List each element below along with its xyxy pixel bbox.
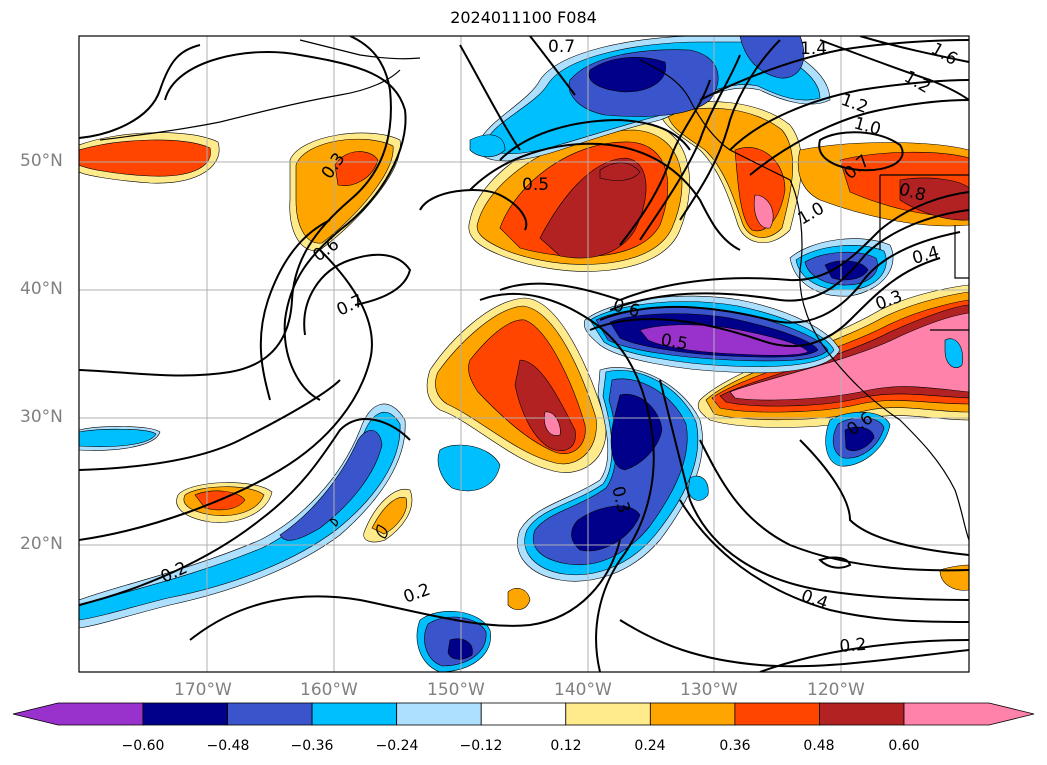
colorbar-label: −0.48 [206,738,250,754]
lat-label-50n: 50°N [20,151,63,171]
colorbar-segment [227,702,313,726]
colorbar-segment [649,702,736,726]
lon-label-170w: 170°W [174,680,232,700]
colorbar-segment [142,702,228,726]
colorbar [12,702,1035,726]
lat-label-30n: 30°N [20,407,63,427]
colorbar-right-extension [903,702,1035,726]
contour-label: 0.5 [522,175,549,195]
colorbar-label: 0.24 [634,738,666,754]
filled-contours [79,36,969,672]
lat-label-40n: 40°N [20,279,63,299]
contour-label: 0.2 [839,635,868,657]
colorbar-left-extension [12,702,144,726]
lat-label-20n: 20°N [20,534,63,554]
contour-label: 0.5 [659,330,689,354]
colorbar-segment [734,702,820,726]
lon-label-150w: 150°W [427,680,485,700]
lon-label-130w: 130°W [680,680,738,700]
contour-lines [79,36,969,672]
colorbar-label: 0.36 [719,738,751,754]
colorbar-label: −0.12 [459,738,503,754]
plot-frame [78,35,970,673]
colorbar-segment [396,702,482,726]
colorbar-label: 0.12 [550,738,582,754]
colorbar-label: −0.60 [121,738,165,754]
contour-label: 0.7 [548,37,575,57]
lon-label-140w: 140°W [554,680,612,700]
lon-label-160w: 160°W [300,680,358,700]
lon-label-120w: 120°W [807,680,865,700]
colorbar-segment [819,702,905,726]
colorbar-segment [480,702,567,726]
colorbar-segment [311,702,398,726]
graticule [79,36,969,672]
coastlines [99,39,969,541]
colorbar-label: 0.48 [803,738,835,754]
colorbar-label: 0.60 [888,738,920,754]
colorbar-label: −0.36 [290,738,334,754]
map-title: 2024011100 F084 [450,8,597,27]
colorbar-label: −0.24 [375,738,419,754]
colorbar-segment [565,702,651,726]
contour-label: 1.4 [800,39,827,59]
